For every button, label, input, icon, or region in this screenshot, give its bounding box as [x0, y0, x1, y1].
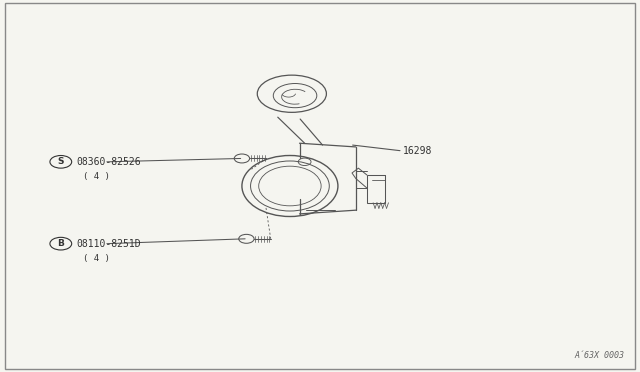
- Text: 08110-8251D: 08110-8251D: [76, 239, 141, 248]
- Text: 08360-82526: 08360-82526: [76, 157, 141, 167]
- Text: ( 4 ): ( 4 ): [83, 254, 109, 263]
- Text: A´63X 0003: A´63X 0003: [574, 351, 624, 360]
- Text: B: B: [58, 239, 64, 248]
- Text: ( 4 ): ( 4 ): [83, 172, 109, 181]
- Text: 16298: 16298: [403, 146, 433, 155]
- Text: S: S: [58, 157, 64, 166]
